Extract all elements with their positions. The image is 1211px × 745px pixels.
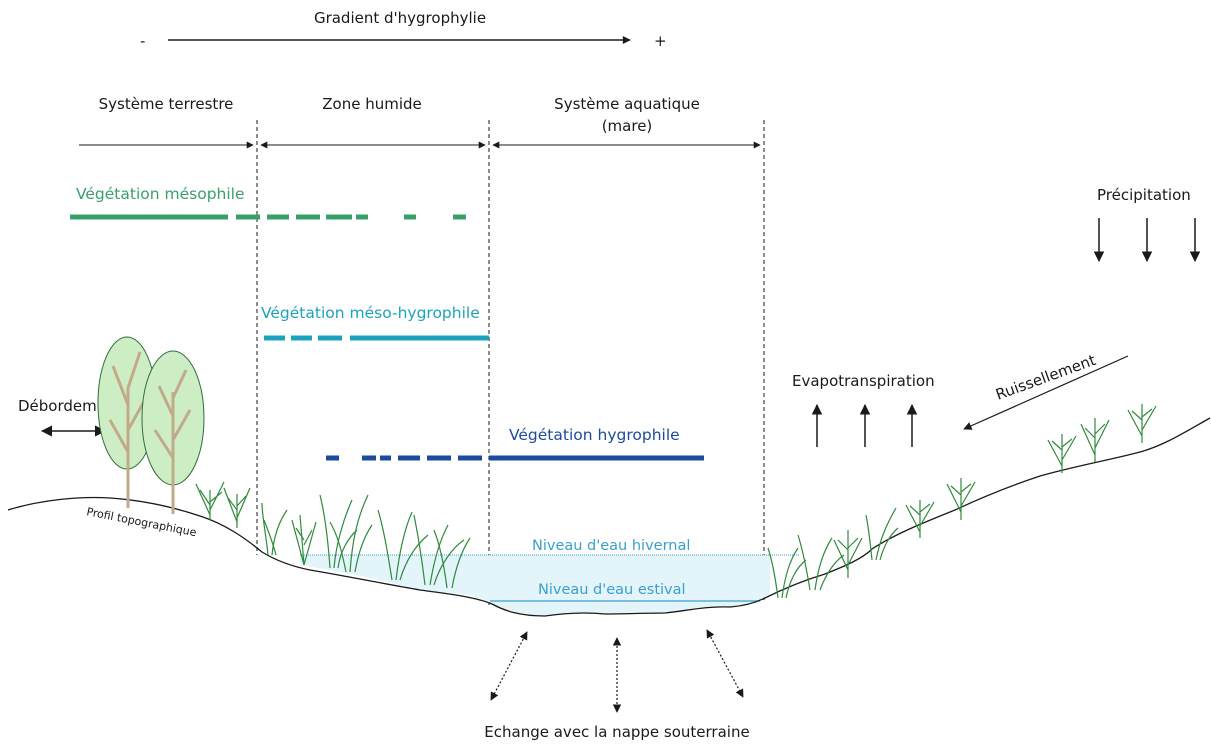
grass-tuft-icon <box>261 502 288 556</box>
grass-tuft-icon <box>223 487 251 528</box>
winter-water-label: Niveau d'eau hivernal <box>532 538 690 554</box>
evapotranspiration: Evapotranspiration <box>792 372 935 447</box>
vegetation-grass <box>195 404 1157 599</box>
grass-tuft-icon <box>865 507 899 561</box>
precipitation: Précipitation <box>1093 186 1201 263</box>
summer-water-label: Niveau d'eau estival <box>538 582 686 598</box>
grass-tuft-icon <box>433 529 471 589</box>
grass-tuft-icon <box>291 514 317 566</box>
grass-tuft-icon <box>319 494 358 569</box>
exchange-arrow-icon <box>706 629 744 698</box>
ruissellement: Ruissellement <box>963 351 1129 430</box>
zone-headers: Système terrestre Zone humide Système aq… <box>99 95 700 135</box>
zone-aquatique-sublabel: (mare) <box>602 117 653 135</box>
grass-tuft-icon <box>946 478 976 520</box>
grass-tuft-icon <box>195 481 225 520</box>
pond-water: Niveau d'eau hivernal Niveau d'eau estiv… <box>300 538 800 616</box>
groundwater-exchange <box>490 629 744 713</box>
grass-tuft-icon <box>767 547 807 599</box>
grass-tuft-icon <box>1080 418 1110 462</box>
vegetation-hygrophile: Végétation hygrophile <box>326 426 704 461</box>
grass-tuft-icon <box>797 534 845 591</box>
tree-icon <box>97 336 157 508</box>
precipitation-label: Précipitation <box>1097 186 1191 204</box>
echange-label: Echange avec la nappe souterraine <box>484 723 749 741</box>
gradient-plus: + <box>654 32 667 50</box>
water-body <box>300 555 770 616</box>
vegetation-mesophile: Végétation mésophile <box>70 185 466 220</box>
vegetation-meso-hygrophile: Végétation méso-hygrophile <box>261 304 489 341</box>
terrain-profile <box>7 417 1211 617</box>
grass-tuft-icon <box>905 500 935 538</box>
grass-tuft-icon <box>329 494 373 573</box>
debordement-label: Débordement <box>18 397 121 415</box>
gradient-title: Gradient d'hygrophylie <box>314 9 486 27</box>
grass-tuft-icon <box>833 530 863 578</box>
zone-dividers <box>256 120 765 605</box>
zone-humide-label: Zone humide <box>322 95 422 113</box>
gradient-minus: - <box>140 32 145 50</box>
vegetation-meso-hygrophile-label: Végétation méso-hygrophile <box>261 304 480 322</box>
grass-tuft-icon <box>377 509 429 581</box>
vegetation-hygrophile-label: Végétation hygrophile <box>509 426 680 444</box>
zone-terrestre-label: Système terrestre <box>99 95 234 113</box>
exchange-arrow-icon <box>490 631 528 701</box>
tree-icon <box>141 350 205 514</box>
grass-tuft-icon <box>413 514 465 586</box>
vegetation-mesophile-label: Végétation mésophile <box>76 185 245 203</box>
grass-tuft-icon <box>1047 434 1077 473</box>
ruissellement-label: Ruissellement <box>993 351 1098 404</box>
ruissellement-arrow-icon <box>963 355 1129 430</box>
debordement: Débordement <box>18 397 121 437</box>
zone-aquatique-label: Système aquatique <box>554 95 700 113</box>
evapotranspiration-label: Evapotranspiration <box>792 372 935 390</box>
gradient-header: Gradient d'hygrophylie - + <box>140 9 667 50</box>
trees <box>97 336 205 514</box>
grass-tuft-icon <box>1127 404 1157 443</box>
